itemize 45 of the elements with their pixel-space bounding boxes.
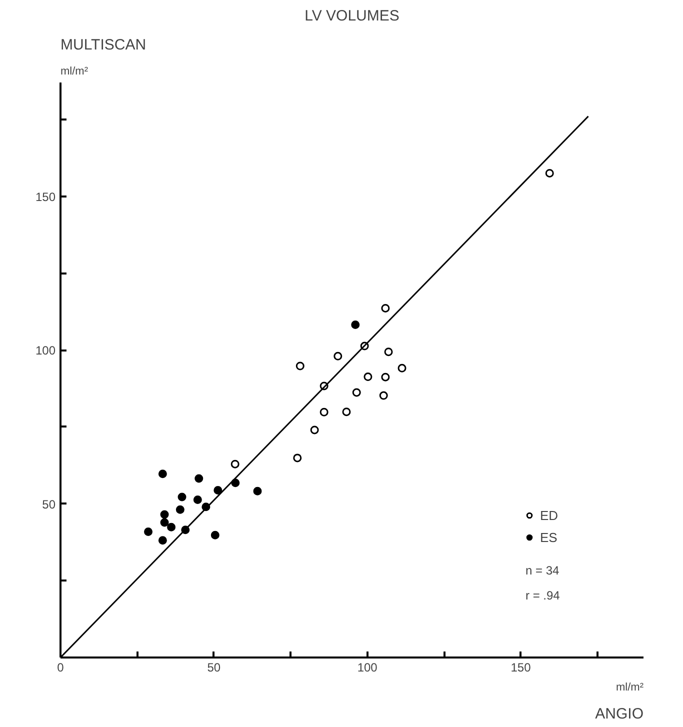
text: ml/m² xyxy=(616,682,644,694)
point xyxy=(176,505,184,514)
point xyxy=(334,352,342,360)
point xyxy=(230,460,240,468)
point xyxy=(193,496,202,504)
point xyxy=(351,320,360,330)
y-tick-label: 150 xyxy=(35,190,56,204)
y-tick-label: 50 xyxy=(42,497,56,512)
annotation: r = .94 xyxy=(526,588,560,602)
point xyxy=(210,530,220,540)
point xyxy=(253,486,262,496)
x-tick-label: 100 xyxy=(357,660,378,674)
point xyxy=(381,372,390,382)
x-axis-title: ANGIO xyxy=(595,706,644,722)
x-tick-label: 0 xyxy=(57,660,64,674)
point xyxy=(214,486,222,494)
point xyxy=(178,492,186,502)
text: ml/m² xyxy=(60,66,88,78)
point xyxy=(384,348,393,356)
point xyxy=(158,470,167,478)
point xyxy=(364,372,372,382)
point xyxy=(381,304,390,312)
x-tick-label: 150 xyxy=(510,660,532,674)
point xyxy=(293,454,302,462)
annotation: n = 34 xyxy=(526,564,560,578)
chart-title: LV VOLUMES xyxy=(304,8,400,24)
point xyxy=(144,527,153,536)
x-tick-label: 50 xyxy=(207,660,221,674)
point xyxy=(310,426,319,434)
point xyxy=(320,408,328,416)
point xyxy=(160,510,169,519)
point xyxy=(342,408,351,416)
point xyxy=(296,362,304,370)
point xyxy=(160,518,169,527)
point xyxy=(194,474,204,483)
legend-label: ES xyxy=(540,530,558,544)
point xyxy=(379,391,388,400)
point xyxy=(398,364,406,372)
y-axis-title: MULTISCAN xyxy=(60,36,146,54)
point xyxy=(352,388,361,397)
y-tick-label: 100 xyxy=(35,344,56,358)
point xyxy=(158,536,167,545)
point xyxy=(545,168,554,178)
point xyxy=(167,522,176,532)
legend-label: ED xyxy=(540,508,560,522)
